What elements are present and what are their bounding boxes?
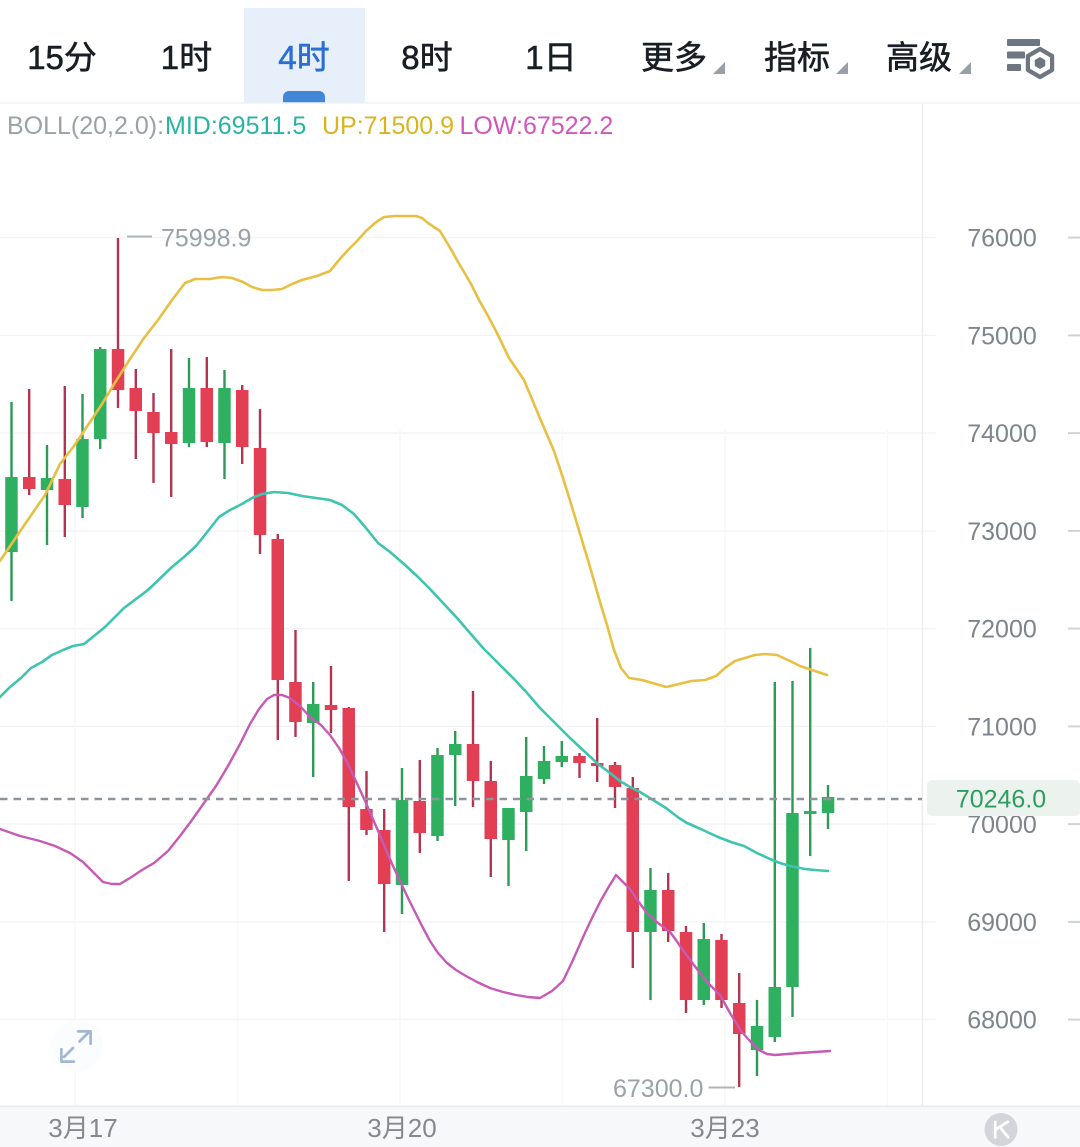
svg-text:1: 1	[525, 39, 543, 76]
svg-text:3: 3	[48, 1113, 62, 1143]
svg-text:MID:69511.5: MID:69511.5	[165, 112, 306, 140]
svg-text:75998.9: 75998.9	[161, 225, 251, 253]
svg-text:LOW:67522.2: LOW:67522.2	[460, 112, 614, 140]
svg-text:71000: 71000	[967, 713, 1037, 741]
svg-text:72000: 72000	[967, 616, 1037, 644]
svg-text:8: 8	[401, 39, 419, 76]
svg-text:74000: 74000	[967, 420, 1037, 448]
svg-text:17: 17	[89, 1113, 118, 1143]
svg-text:69000: 69000	[967, 909, 1037, 937]
svg-text:73000: 73000	[967, 518, 1037, 546]
svg-text:70246.0: 70246.0	[956, 786, 1046, 814]
svg-text:68000: 68000	[967, 1007, 1037, 1035]
svg-text:67300.0: 67300.0	[613, 1075, 703, 1103]
svg-text:4: 4	[278, 39, 296, 76]
svg-text:75000: 75000	[967, 322, 1037, 350]
svg-text:BOLL(20,2.0):: BOLL(20,2.0):	[7, 112, 164, 140]
svg-text:23: 23	[731, 1113, 760, 1143]
svg-text:76000: 76000	[967, 225, 1037, 253]
svg-text:3: 3	[367, 1113, 381, 1143]
svg-text:20: 20	[408, 1113, 437, 1143]
svg-text:1: 1	[161, 39, 179, 76]
svg-text:3: 3	[690, 1113, 704, 1143]
svg-text:UP:71500.9: UP:71500.9	[322, 112, 454, 140]
svg-text:15: 15	[27, 39, 64, 76]
